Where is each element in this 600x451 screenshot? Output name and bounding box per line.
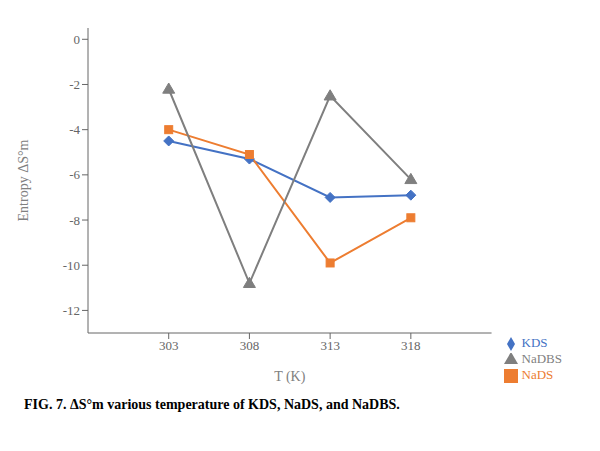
- svg-text:313: 313: [320, 338, 340, 353]
- svg-text:303: 303: [159, 338, 179, 353]
- svg-text:-12: -12: [63, 303, 80, 318]
- svg-text:-4: -4: [69, 122, 80, 137]
- html-text:NaDS: NaDS: [521, 367, 554, 382]
- svg-text:-2: -2: [69, 77, 80, 92]
- svg-text:0: 0: [74, 32, 81, 47]
- svg-text:318: 318: [401, 338, 421, 353]
- svg-text:Entropy ΔS°m: Entropy ΔS°m: [16, 139, 31, 221]
- html-text:FIG. 7. ΔS°m various temperatu: FIG. 7. ΔS°m various temperature of KDS,…: [24, 397, 400, 412]
- svg-text:-6: -6: [69, 167, 80, 182]
- html-text:KDS: KDS: [521, 335, 548, 350]
- html-text:NaDBS: NaDBS: [521, 351, 562, 366]
- svg-text:-10: -10: [63, 258, 80, 273]
- svg-text:T (K): T (K): [274, 369, 306, 385]
- svg-text:308: 308: [240, 338, 260, 353]
- svg-text:-8: -8: [69, 213, 80, 228]
